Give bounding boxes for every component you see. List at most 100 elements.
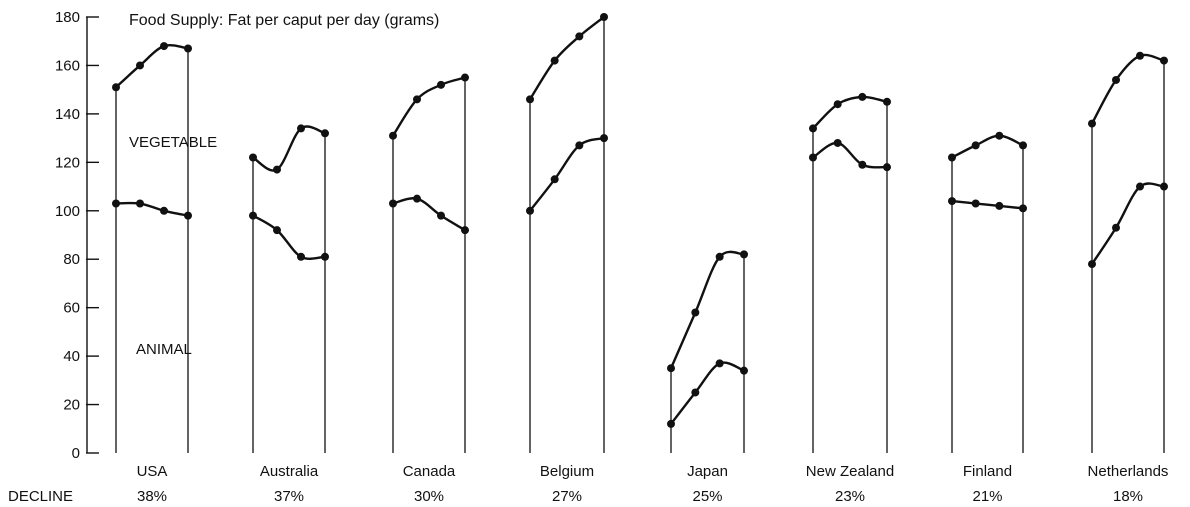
y-tick-label: 160 bbox=[55, 57, 80, 74]
animal-fat-point bbox=[321, 252, 329, 261]
country-label: New Zealand bbox=[806, 463, 894, 480]
animal-fat-point bbox=[833, 138, 842, 147]
total-fat-point bbox=[249, 153, 257, 162]
total-fat-point bbox=[1112, 75, 1120, 84]
total-fat-point bbox=[600, 13, 608, 21]
animal-fat-point bbox=[740, 366, 748, 375]
animal-fat-point bbox=[112, 199, 120, 208]
y-tick-label: 80 bbox=[63, 251, 80, 268]
y-tick-label: 60 bbox=[63, 300, 80, 317]
animal-fat-point bbox=[995, 201, 1004, 210]
animal-fat-point bbox=[249, 211, 257, 220]
decline-value-label: 37% bbox=[274, 488, 304, 505]
animal-fat-point bbox=[883, 163, 891, 172]
decline-value-label: 25% bbox=[692, 488, 722, 505]
decline-value-label: 30% bbox=[414, 488, 444, 505]
animal-fat-line bbox=[529, 136, 605, 212]
animal-fat-point bbox=[809, 153, 817, 162]
animal-fat-point bbox=[273, 226, 281, 235]
total-fat-point bbox=[715, 252, 724, 261]
animal-fat-point bbox=[160, 206, 168, 215]
total-fat-point bbox=[1136, 51, 1144, 60]
animal-fat-point bbox=[413, 194, 421, 203]
chart-title: Food Supply: Fat per caput per day (gram… bbox=[129, 12, 439, 29]
animal-fat-point bbox=[550, 175, 559, 184]
total-fat-point bbox=[883, 97, 891, 106]
animal-fat-point bbox=[1136, 182, 1144, 191]
animal-fat-point bbox=[715, 359, 724, 368]
total-fat-point bbox=[995, 131, 1004, 140]
total-fat-point bbox=[321, 129, 329, 138]
total-fat-point bbox=[461, 73, 469, 82]
total-fat-point bbox=[413, 95, 421, 104]
decline-value-label: 38% bbox=[137, 488, 167, 505]
country-label: USA bbox=[137, 463, 168, 480]
total-fat-point bbox=[667, 364, 675, 373]
total-fat-line bbox=[391, 76, 466, 137]
y-tick-label: 180 bbox=[55, 9, 80, 26]
animal-fat-line bbox=[812, 141, 888, 169]
animal-fat-line bbox=[392, 197, 466, 232]
animal-fat-point bbox=[1088, 260, 1096, 269]
total-fat-point bbox=[740, 250, 748, 259]
country-panel: Belgium 27% bbox=[526, 13, 608, 505]
animal-fat-point bbox=[526, 206, 534, 215]
animal-fat-point bbox=[184, 211, 192, 220]
decline-row-label: DECLINE bbox=[8, 488, 73, 505]
animal-fat-point bbox=[600, 134, 608, 143]
country-label: Canada bbox=[403, 463, 456, 480]
decline-value-label: 23% bbox=[835, 488, 865, 505]
animal-fat-line bbox=[670, 361, 745, 425]
y-tick-label: 40 bbox=[63, 348, 80, 365]
country-label: Australia bbox=[260, 463, 319, 480]
total-fat-point bbox=[971, 141, 980, 150]
total-fat-point bbox=[1019, 141, 1027, 150]
country-panel: Canada 30% bbox=[389, 73, 469, 505]
animal-region-label: ANIMAL bbox=[136, 341, 192, 358]
country-label: Belgium bbox=[540, 463, 594, 480]
total-fat-point bbox=[1160, 56, 1168, 65]
country-label: Japan bbox=[687, 463, 728, 480]
country-panels: USA 38% Australia 37% Canada 30% Belgium 27% Jap… bbox=[112, 13, 1168, 505]
total-fat-point bbox=[437, 80, 445, 89]
country-panel: New Zealand 23% bbox=[806, 92, 894, 505]
total-fat-line bbox=[1090, 53, 1165, 125]
animal-fat-line bbox=[1090, 182, 1165, 265]
total-fat-point bbox=[136, 61, 144, 70]
animal-fat-line bbox=[115, 201, 189, 217]
total-fat-point bbox=[160, 42, 168, 51]
y-tick-label: 0 bbox=[72, 445, 80, 462]
animal-fat-line bbox=[951, 199, 1024, 210]
y-tick-label: 100 bbox=[55, 203, 80, 220]
vegetable-region-label: VEGETABLE bbox=[129, 134, 217, 151]
animal-fat-point bbox=[437, 211, 445, 220]
decline-value-label: 18% bbox=[1113, 488, 1143, 505]
total-fat-point bbox=[550, 56, 559, 65]
animal-fat-point bbox=[858, 160, 867, 169]
animal-fat-point bbox=[461, 226, 469, 235]
total-fat-point bbox=[691, 308, 700, 317]
y-tick-label: 140 bbox=[55, 106, 80, 123]
total-fat-line bbox=[115, 43, 189, 89]
total-fat-point bbox=[112, 83, 120, 92]
total-fat-line bbox=[669, 250, 745, 369]
country-panel: Australia 37% bbox=[249, 124, 329, 505]
animal-fat-point bbox=[1160, 182, 1168, 191]
y-tick-label: 120 bbox=[55, 154, 80, 171]
y-tick-label: 20 bbox=[63, 397, 80, 414]
total-fat-point bbox=[184, 44, 192, 53]
total-fat-point bbox=[948, 153, 956, 162]
animal-fat-point bbox=[948, 197, 956, 206]
animal-fat-point bbox=[667, 419, 675, 428]
animal-fat-point bbox=[575, 141, 584, 150]
country-label: Finland bbox=[963, 463, 1012, 480]
country-panel: Finland 21% bbox=[948, 131, 1027, 505]
total-fat-line bbox=[528, 16, 605, 100]
total-fat-line bbox=[812, 95, 888, 130]
y-axis: 0 20 40 60 80 100 120 140 160 180 bbox=[55, 9, 99, 462]
total-fat-line bbox=[951, 134, 1024, 159]
total-fat-point bbox=[389, 131, 397, 140]
total-fat-point bbox=[1088, 119, 1096, 128]
